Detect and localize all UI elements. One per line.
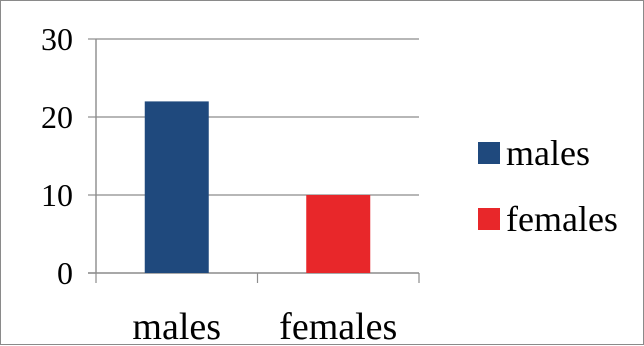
- legend-swatch: [478, 142, 500, 164]
- x-category-labels: males females: [132, 306, 397, 346]
- legend-swatch: [478, 208, 500, 230]
- legend-label: males: [506, 133, 590, 173]
- y-tick-label: 10: [41, 177, 73, 213]
- y-tick-label: 30: [41, 21, 73, 57]
- legend-label: females: [506, 199, 618, 239]
- x-category-label: females: [279, 306, 397, 346]
- bar-males: [144, 101, 209, 274]
- bars: [144, 101, 371, 274]
- x-category-label: males: [132, 306, 221, 346]
- y-tick-label: 0: [57, 255, 73, 291]
- gridlines: [96, 38, 419, 196]
- y-tick-labels: 0 10 20 30: [41, 21, 73, 291]
- legend: males females: [478, 133, 618, 239]
- bar-females: [306, 195, 371, 273]
- y-tick-label: 20: [41, 99, 73, 135]
